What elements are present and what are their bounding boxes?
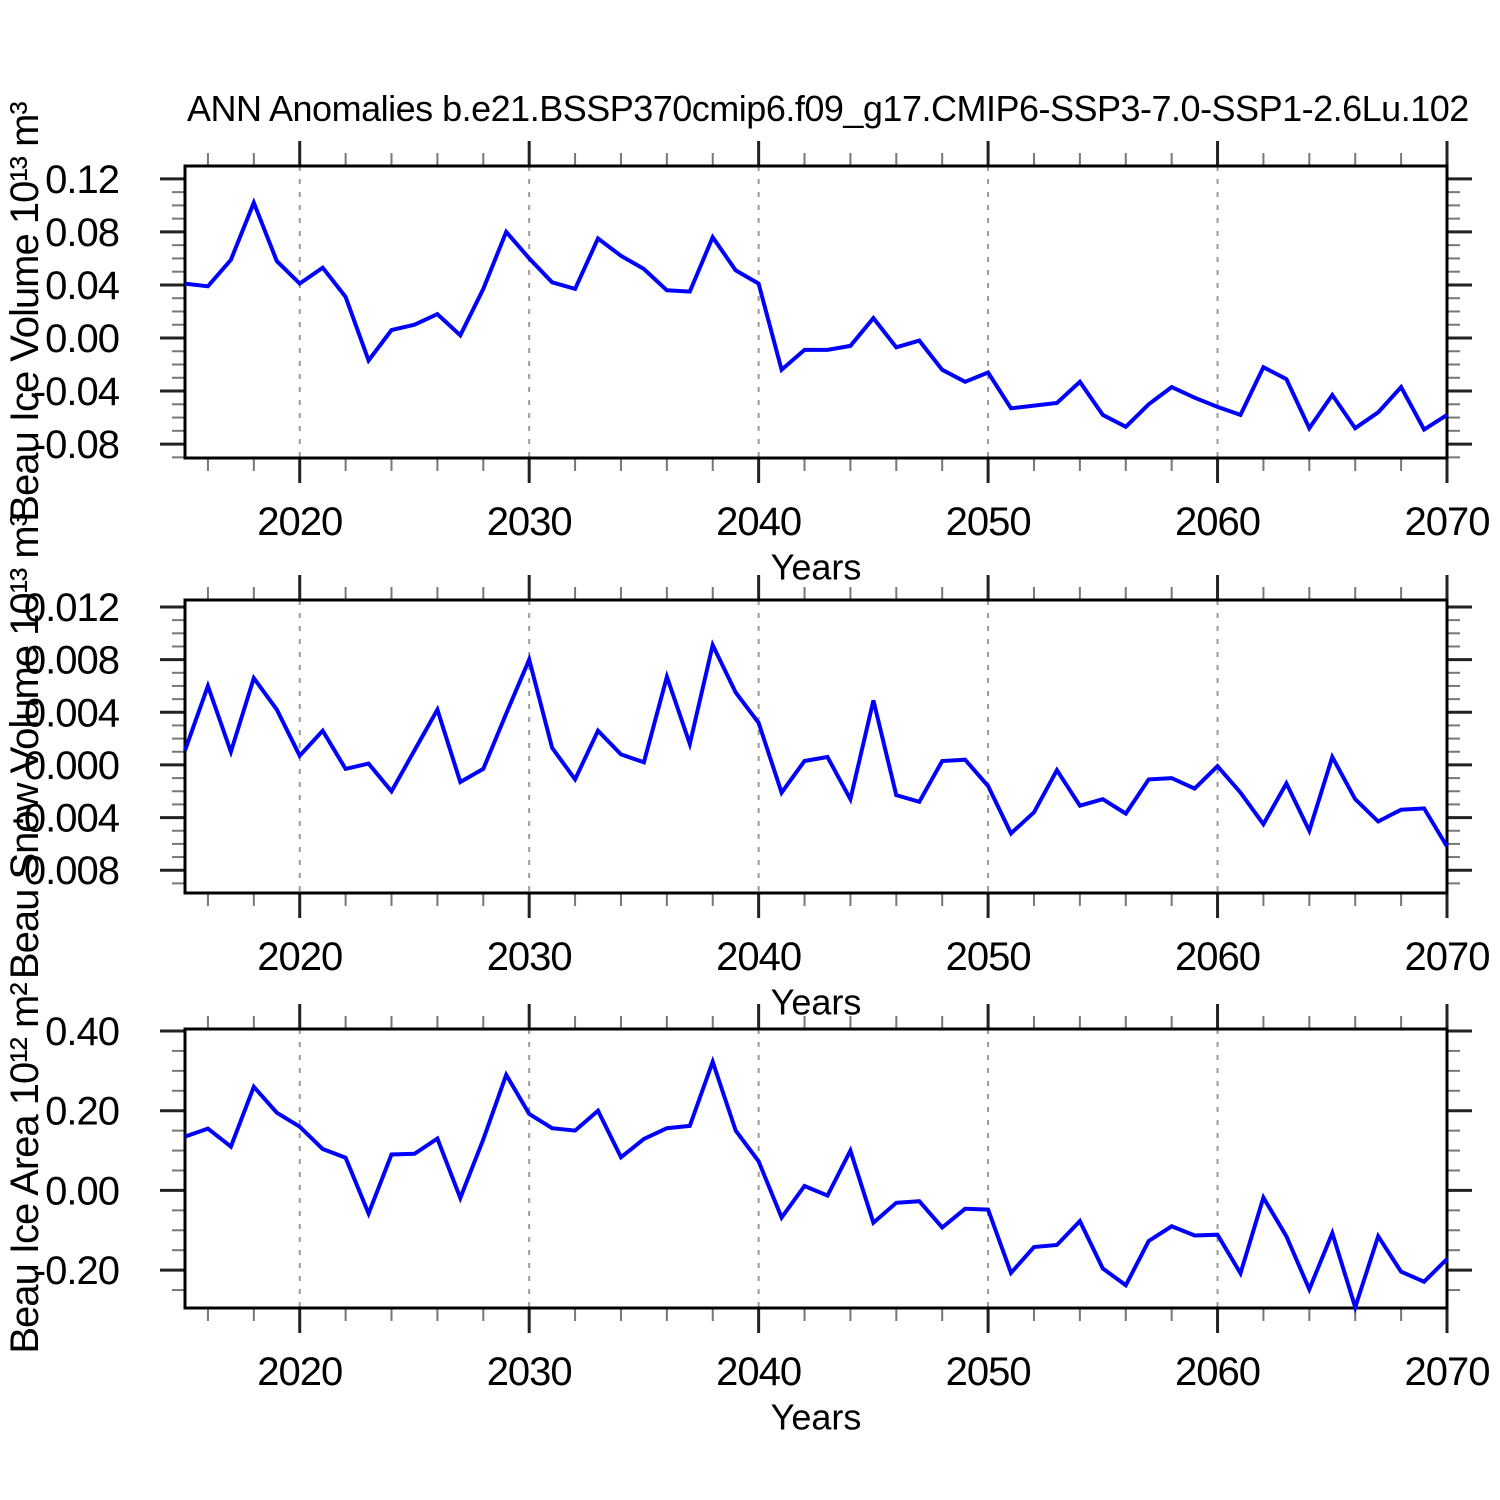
snow-volume-series-line [183,639,1449,848]
x-tick-label-2060: 2060 [1175,935,1260,979]
y-tick-label: 0.008 [24,639,119,683]
x-tick-label-2050: 2050 [946,500,1031,544]
y-axis-title: Beau Ice Area 10¹² m² [3,983,47,1354]
y-tick-label: -0.20 [33,1249,119,1293]
x-tick-label-2020: 2020 [257,1350,342,1394]
x-tick-label-2030: 2030 [487,1350,572,1394]
ice-area-series-line [184,1055,1449,1314]
y-axis-title: Beau Snow Volume 10¹³ m³ [3,513,47,979]
y-axis-title: Beau Ice Volume 10¹³ m³ [3,102,47,522]
y-tick-label: -0.08 [33,423,119,467]
x-tick-label-2070: 2070 [1405,500,1490,544]
panel-ice-area: 0.40 0.20 0.00 -0.20 2020 2030 2040 2050 2060 207… [3,983,1490,1438]
y-tick-label: 0.12 [45,158,119,202]
x-tick-label-2050: 2050 [946,935,1031,979]
x-tick-label-2040: 2040 [716,500,801,544]
y-tick-label: 0.04 [45,264,120,308]
y-tick-label: 0.004 [24,691,120,735]
y-tick-label: 0.08 [45,211,119,255]
x-tick-label-2040: 2040 [716,1350,801,1394]
y-tick-label: 0.00 [45,1169,119,1213]
y-tick-label: 0.012 [24,586,119,630]
x-tick-label-2020: 2020 [257,935,342,979]
y-tick-label: -0.04 [33,370,120,414]
plot-frame [183,1027,1449,1310]
x-tick-label-2070: 2070 [1405,935,1490,979]
y-tick-label: 0.40 [45,1010,119,1054]
panel-ice-volume: 0.12 0.08 0.04 0.00 -0.04 -0.08 2020 2030 2040 20… [3,102,1490,588]
plot-frame [183,164,1449,460]
y-tick-label: -0.004 [12,797,120,841]
x-axis-title: Years [771,1397,862,1438]
x-tick-label-2040: 2040 [716,935,801,979]
y-tick-label: -0.008 [12,849,119,893]
x-axis-title: Years [771,982,862,1023]
y-tick-label: 0.00 [45,317,119,361]
chart-title: ANN Anomalies b.e21.BSSP370cmip6.f09_g17… [187,88,1469,129]
x-tick-label-2070: 2070 [1405,1350,1490,1394]
x-tick-label-2050: 2050 [946,1350,1031,1394]
plot-frame [183,598,1449,895]
x-tick-label-2060: 2060 [1175,500,1260,544]
y-tick-label: 0.000 [24,744,119,788]
ice-volume-series-line [184,197,1449,433]
panel-snow-volume: 0.012 0.008 0.004 0.000 -0.004 -0.008 2020 2030… [3,513,1490,1023]
x-tick-label-2030: 2030 [487,500,572,544]
y-tick-label: 0.20 [45,1090,119,1134]
x-tick-label-2030: 2030 [487,935,572,979]
x-tick-label-2060: 2060 [1175,1350,1260,1394]
x-axis-title: Years [771,547,862,588]
x-tick-label-2020: 2020 [257,500,342,544]
